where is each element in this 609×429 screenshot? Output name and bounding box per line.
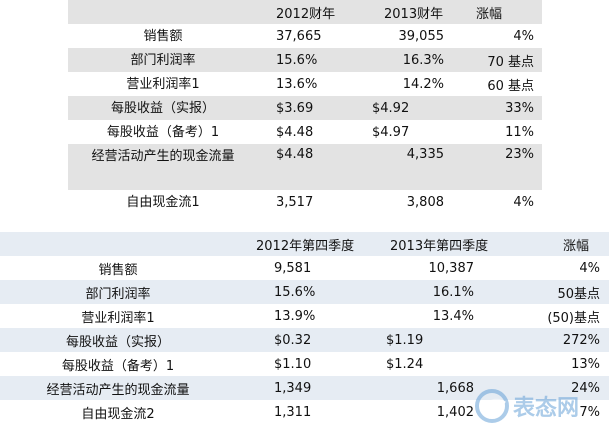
table-header-row: 2012年第四季度 2013年第四季度 涨幅: [0, 232, 609, 256]
table-row: 经营活动产生的现金流量 $4.48 4,335 23%: [68, 144, 542, 190]
table-row: 每股收益（实报） $3.69 $4.92 33%: [68, 96, 542, 120]
value-2012: $4.48: [276, 124, 314, 140]
value-q4-2012: 13.9%: [274, 308, 316, 324]
value-2013: 14.2%: [402, 76, 444, 92]
value-q4-2012: $0.32: [274, 332, 312, 348]
row-label: 经营活动产生的现金流量: [46, 382, 190, 398]
header-cell-change: 涨幅: [476, 6, 503, 22]
table-row: 每股收益（备考）1 $1.10 $1.24 13%: [0, 352, 609, 376]
quarterly-results-table: 2012年第四季度 2013年第四季度 涨幅 销售额 9,581 10,387 …: [0, 232, 609, 424]
value-q4-2013: 13.4%: [432, 308, 474, 324]
value-q4-2013: 16.1%: [432, 284, 474, 300]
value-2013: 3,808: [406, 194, 444, 210]
value-change: 13%: [571, 356, 600, 372]
header-cell-label: [0, 232, 236, 256]
row-label: 自由现金流2: [81, 406, 155, 422]
value-q4-2013: 1,668: [436, 380, 474, 396]
annual-results-table: 2012财年 2013财年 涨幅 销售额 37,665 39,055 4% 部门…: [68, 0, 542, 214]
value-change: 272%: [562, 332, 600, 348]
value-2013: 16.3%: [402, 52, 444, 68]
value-q4-2013: 1,402: [436, 404, 474, 420]
value-2013: 4,335: [406, 147, 444, 162]
watermark-swirl-icon: [475, 389, 509, 423]
value-change: 60 基点: [487, 78, 534, 94]
value-q4-2013: $1.24: [386, 356, 424, 372]
value-q4-2013: 10,387: [428, 260, 475, 276]
value-change: 33%: [505, 100, 534, 116]
value-q4-2012: 15.6%: [274, 284, 316, 300]
header-cell-2013: 2013财年: [384, 6, 444, 22]
row-label: 每股收益（实报）: [65, 334, 170, 350]
value-q4-2012: 1,311: [274, 404, 312, 420]
row-label: 自由现金流1: [126, 194, 200, 210]
value-2012: 37,665: [276, 28, 322, 44]
table-row: 自由现金流1 3,517 3,808 4%: [68, 190, 542, 214]
table-row: 部门利润率 15.6% 16.1% 50基点: [0, 280, 609, 304]
value-2012: $3.69: [276, 100, 314, 116]
row-label: 营业利润率1: [81, 310, 155, 326]
table-row: 营业利润率1 13.9% 13.4% (50)基点: [0, 304, 609, 328]
row-label: 经营活动产生的现金流量: [91, 149, 235, 164]
table-row: 销售额 9,581 10,387 4%: [0, 256, 609, 280]
watermark-text: 表态网: [513, 395, 579, 421]
table-row: 营业利润率1 13.6% 14.2% 60 基点: [68, 72, 542, 96]
row-label: 部门利润率: [130, 52, 196, 68]
header-cell-2012: 2012财年: [276, 6, 336, 22]
table-row: 每股收益（备考）1 $4.48 $4.97 11%: [68, 120, 542, 144]
value-q4-2012: 9,581: [274, 260, 312, 276]
value-q4-2012: $1.10: [274, 356, 312, 372]
row-label: 每股收益（备考）1: [61, 358, 175, 374]
table-header-row: 2012财年 2013财年 涨幅: [68, 0, 542, 24]
table-row: 自由现金流2 1,311 1,402 7%: [0, 400, 609, 424]
value-2012: 13.6%: [276, 76, 318, 92]
table-row: 部门利润率 15.6% 16.3% 70 基点: [68, 48, 542, 72]
table-row: 每股收益（实报） $0.32 $1.19 272%: [0, 328, 609, 352]
table-row: 经营活动产生的现金流量 1,349 1,668 24%: [0, 376, 609, 400]
header-cell-q4-2013: 2013年第四季度: [390, 238, 489, 254]
row-label: 销售额: [98, 262, 138, 278]
value-change: 4%: [513, 28, 534, 44]
table-row: 销售额 37,665 39,055 4%: [68, 24, 542, 48]
value-2013: $4.97: [372, 124, 410, 140]
header-cell-q4-2012: 2012年第四季度: [256, 238, 355, 254]
value-q4-2013: $1.19: [386, 332, 424, 348]
header-cell-label: [68, 0, 258, 24]
header-cell-change: 涨幅: [562, 238, 589, 254]
row-label: 营业利润率1: [126, 76, 200, 92]
value-change: 7%: [579, 404, 600, 420]
value-q4-2012: 1,349: [274, 380, 312, 396]
value-2012: 3,517: [276, 194, 314, 210]
value-change: 50基点: [557, 286, 600, 302]
value-change: 24%: [571, 380, 600, 396]
row-label: 部门利润率: [85, 286, 151, 302]
value-change: 4%: [513, 194, 534, 210]
row-label: 销售额: [143, 28, 183, 44]
value-change: 4%: [579, 260, 600, 276]
value-2012: $4.48: [276, 147, 314, 162]
row-label: 每股收益（实报）: [110, 100, 215, 116]
value-2013: 39,055: [398, 28, 445, 44]
value-change: 70 基点: [487, 54, 534, 70]
row-label: 每股收益（备考）1: [106, 124, 220, 140]
value-change: 11%: [505, 124, 534, 140]
value-2013: $4.92: [372, 100, 410, 116]
value-change: (50)基点: [547, 310, 600, 326]
value-change: 23%: [505, 147, 534, 162]
watermark-logo: 表态网: [475, 389, 579, 423]
value-2012: 15.6%: [276, 52, 318, 68]
